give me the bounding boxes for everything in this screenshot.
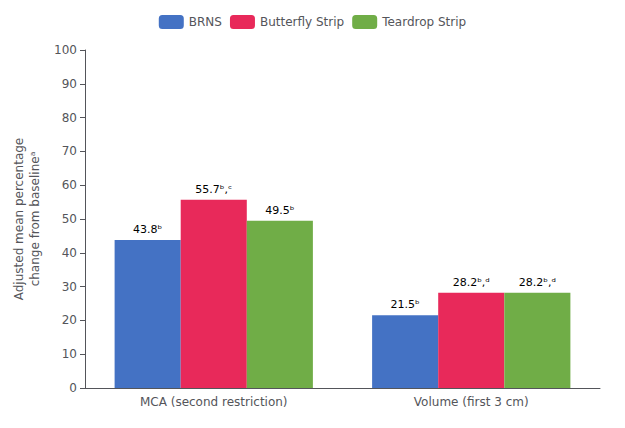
svg-text:60: 60 [62, 178, 77, 192]
svg-text:90: 90 [62, 77, 77, 91]
svg-text:70: 70 [62, 144, 77, 158]
svg-text:BRNS: BRNS [189, 15, 222, 29]
svg-text:MCA (second restriction): MCA (second restriction) [140, 395, 288, 409]
svg-text:28.2ᵇ,ᵈ: 28.2ᵇ,ᵈ [453, 276, 490, 289]
svg-text:50: 50 [62, 212, 77, 226]
svg-text:21.5ᵇ: 21.5ᵇ [391, 298, 420, 311]
svg-text:Teardrop Strip: Teardrop Strip [381, 15, 466, 29]
svg-text:28.2ᵇ,ᵈ: 28.2ᵇ,ᵈ [519, 276, 556, 289]
svg-text:change from baselineᵃ: change from baselineᵃ [28, 152, 42, 287]
svg-text:100: 100 [54, 43, 77, 57]
svg-text:49.5ᵇ: 49.5ᵇ [265, 204, 294, 217]
svg-text:80: 80 [62, 111, 77, 125]
svg-text:43.8ᵇ: 43.8ᵇ [133, 223, 162, 236]
svg-text:40: 40 [62, 246, 77, 260]
svg-text:Volume (first 3 cm): Volume (first 3 cm) [414, 395, 529, 409]
svg-text:Adjusted mean percentage: Adjusted mean percentage [12, 138, 26, 301]
svg-text:0: 0 [69, 381, 77, 395]
svg-text:55.7ᵇ,ᶜ: 55.7ᵇ,ᶜ [195, 183, 232, 196]
svg-text:10: 10 [62, 347, 77, 361]
svg-text:20: 20 [62, 313, 77, 327]
svg-text:Butterfly Strip: Butterfly Strip [260, 15, 344, 29]
svg-text:30: 30 [62, 280, 77, 294]
